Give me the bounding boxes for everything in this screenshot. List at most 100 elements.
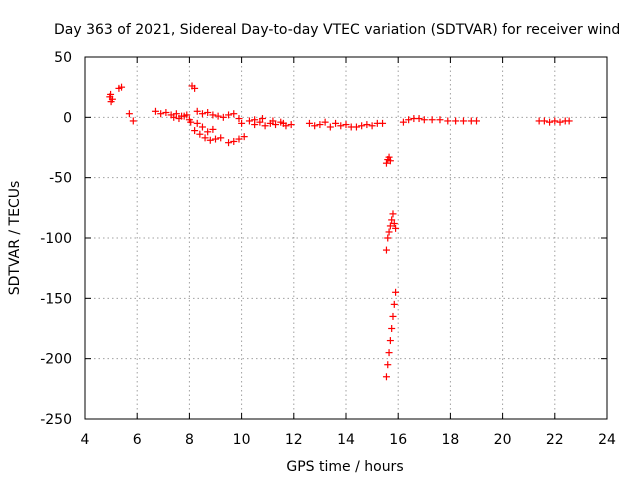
x-tick-label: 10 [233, 432, 251, 448]
data-point [240, 133, 248, 141]
data-point [551, 117, 559, 125]
data-point [473, 117, 480, 125]
x-tick-label: 8 [185, 432, 194, 448]
data-point [326, 123, 334, 131]
data-points [106, 82, 573, 381]
data-point [386, 222, 394, 230]
data-point [358, 122, 366, 130]
y-tick-label: -50 [49, 171, 72, 187]
data-point [311, 122, 319, 130]
data-point [382, 246, 390, 254]
data-point [279, 119, 287, 127]
y-tick-label: 0 [63, 110, 72, 126]
data-point [225, 111, 233, 119]
data-point [382, 373, 390, 381]
y-tick-label: -150 [40, 291, 72, 307]
x-axis-label: GPS time / hours [286, 459, 403, 475]
x-tick-label: 24 [598, 432, 616, 448]
data-point [175, 115, 183, 123]
data-point [193, 107, 201, 115]
data-point [217, 134, 225, 142]
data-point [180, 112, 188, 120]
data-point [245, 117, 253, 125]
data-point [384, 361, 392, 369]
x-tick-label: 22 [546, 432, 564, 448]
data-point [382, 159, 390, 167]
data-point [196, 130, 204, 138]
data-point [187, 118, 195, 126]
y-tick-label: -250 [40, 412, 72, 428]
data-point [238, 119, 246, 127]
x-tick-labels: 4 6 8 10 12 14 16 18 20 22 24 [81, 432, 616, 448]
x-tick-label: 18 [441, 432, 459, 448]
data-point [162, 109, 170, 117]
y-tick-label: -100 [40, 231, 72, 247]
data-point [352, 123, 360, 131]
data-point [230, 137, 238, 145]
data-point [157, 110, 165, 118]
data-point [219, 113, 227, 121]
data-point [170, 113, 178, 121]
data-point [386, 337, 394, 345]
data-point [392, 288, 400, 296]
data-point [565, 117, 573, 125]
data-point [206, 136, 214, 144]
data-point [385, 153, 393, 161]
data-point [321, 118, 329, 126]
data-point [363, 121, 371, 129]
data-point [125, 110, 133, 118]
data-point [316, 121, 324, 129]
data-point [399, 118, 407, 126]
data-point [390, 220, 398, 228]
data-point [436, 116, 444, 124]
x-tick-label: 6 [133, 432, 142, 448]
data-point [452, 117, 460, 125]
data-point [332, 119, 340, 127]
x-tick-label: 20 [494, 432, 512, 448]
data-point [191, 84, 199, 92]
data-point [389, 312, 397, 320]
data-point [546, 118, 554, 126]
data-point [118, 83, 126, 91]
data-point [337, 122, 345, 130]
data-point [204, 128, 212, 136]
data-point [385, 228, 393, 236]
x-tick-label: 4 [81, 432, 90, 448]
y-tick-label: 50 [54, 50, 72, 66]
data-point [386, 157, 394, 165]
data-point [225, 139, 233, 147]
data-point [415, 115, 423, 123]
data-point [272, 121, 280, 129]
data-point [388, 325, 396, 332]
data-point [209, 111, 217, 119]
data-point [428, 116, 436, 124]
data-point [261, 122, 269, 130]
data-point [385, 349, 393, 357]
plot-frame [84, 56, 608, 420]
data-point [230, 110, 238, 118]
data-point [191, 127, 199, 135]
data-point [379, 119, 387, 127]
y-tick-label: -200 [40, 352, 72, 368]
data-point [251, 116, 259, 124]
data-point [342, 121, 350, 129]
data-point [405, 116, 413, 124]
chart-title: Day 363 of 2021, Sidereal Day-to-day VTE… [54, 22, 620, 38]
y-axis-label: SDTVAR / TECUs [7, 181, 23, 296]
data-point [201, 134, 209, 142]
data-point [108, 95, 116, 103]
data-point [459, 117, 467, 125]
x-tick-label: 12 [285, 432, 303, 448]
data-point [129, 117, 137, 125]
data-point [390, 300, 398, 308]
data-point [212, 135, 219, 143]
data-point [305, 119, 313, 127]
data-point [214, 112, 222, 120]
data-point [198, 110, 206, 118]
data-point [368, 122, 376, 130]
data-point [269, 117, 277, 125]
x-tick-label: 16 [389, 432, 407, 448]
data-point [444, 117, 452, 125]
y-tick-labels: 50 0 -50 -100 -150 -200 -250 [40, 50, 72, 428]
